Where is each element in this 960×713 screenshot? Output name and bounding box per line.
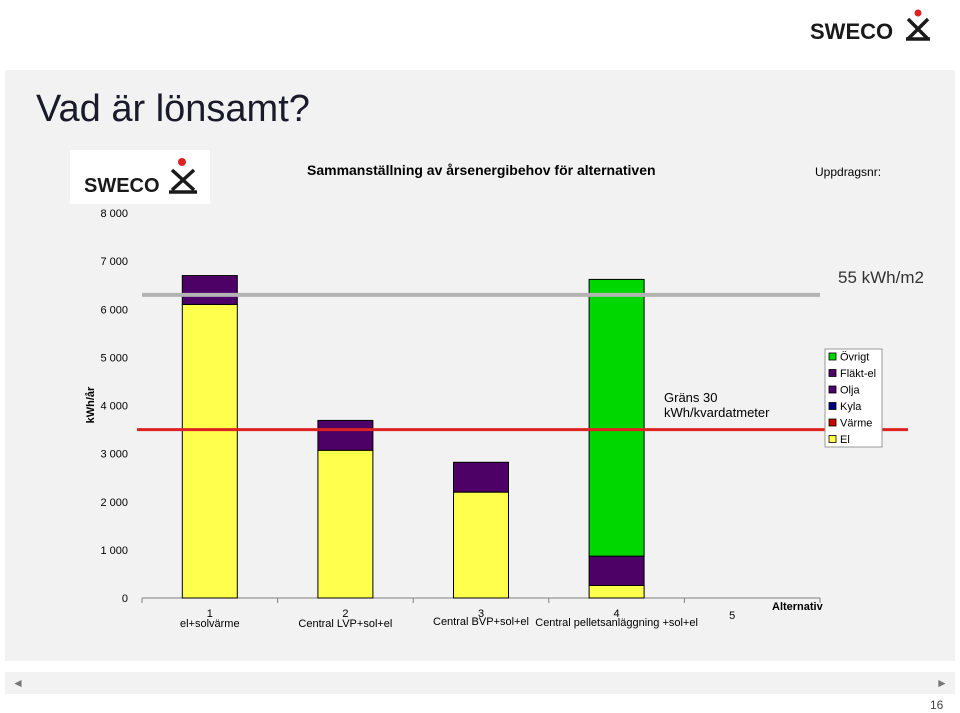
- x-category-label: Central LVP+sol+el: [298, 618, 392, 630]
- y-axis: 0 1 000 2 000 3 000 4 000 5 000 6 000 7 000 8 00…: [85, 208, 128, 605]
- legend-box: [824, 348, 883, 448]
- ref-number-label: Uppdragsnr:: [815, 165, 882, 179]
- legend-label: Olja: [840, 385, 860, 397]
- x-category-number: 3: [478, 608, 484, 620]
- y-tick-label: 2 000: [100, 497, 128, 509]
- y-tick-label: 5 000: [100, 352, 128, 364]
- y-tick-label: 8 000: [100, 208, 128, 220]
- bar-segment: [181, 275, 238, 305]
- bar-segment: [588, 278, 645, 557]
- previous-slide-button[interactable]: ◄: [12, 676, 24, 690]
- svg-text:SWECO: SWECO: [810, 19, 893, 44]
- x-category-label: el+solvärme: [180, 618, 240, 630]
- x-axis-label: Alternativ: [772, 601, 824, 613]
- red-reference-label-line1: Gräns 30: [664, 390, 717, 405]
- x-category-number: 2: [342, 608, 348, 620]
- bar-segment: [453, 461, 509, 493]
- x-category-number: 4: [614, 608, 620, 620]
- bar-segment: [453, 491, 509, 599]
- y-tick-label: 0: [122, 593, 128, 605]
- legend-label: Värme: [840, 418, 872, 430]
- bar-segment: [588, 555, 645, 586]
- x-category-label: Central pelletsanläggning +sol+el: [535, 617, 698, 629]
- next-slide-button[interactable]: ►: [936, 676, 948, 690]
- y-tick-label: 7 000: [100, 256, 128, 268]
- sweco-logo-top: SWECO: [810, 9, 930, 44]
- legend-swatch: [828, 385, 837, 394]
- x-category-number: 1: [207, 608, 213, 620]
- y-tick-label: 6 000: [100, 304, 128, 316]
- red-reference-label-line2: kWh/kvardatmeter: [664, 405, 770, 420]
- y-tick-label: 1 000: [100, 545, 128, 557]
- chart-logo-box: SWECO: [70, 150, 210, 204]
- legend-label: Kyla: [840, 401, 862, 413]
- slide-footer-bar: [5, 672, 955, 694]
- x-category-number: 5: [729, 610, 735, 622]
- legend-swatch: [828, 352, 837, 361]
- bar-series: [181, 275, 645, 599]
- legend-swatch: [828, 369, 837, 377]
- legend-label: El: [840, 434, 850, 446]
- legend-swatch: [828, 435, 837, 443]
- chart-legend: Övrigt Fläkt-el Olja Kyla Värme El: [824, 348, 883, 448]
- legend-label: Fläkt-el: [840, 368, 876, 380]
- legend-label: Övrigt: [840, 352, 869, 364]
- gray-reference-label: 55 kWh/m2: [838, 268, 924, 287]
- x-category-label: Central BVP+sol+el: [433, 616, 529, 628]
- bar-segment: [588, 584, 645, 599]
- chart-subtitle: Sammanställning av årsenergibehov för al…: [307, 162, 656, 178]
- y-tick-label: 4 000: [100, 401, 128, 413]
- y-axis-label: kWh/år: [85, 386, 97, 423]
- legend-swatch: [828, 418, 837, 427]
- sweco-logo-chart: SWECO: [84, 158, 197, 197]
- chart-logo-text: SWECO: [84, 175, 160, 197]
- slide-title: Vad är lönsamt?: [36, 88, 310, 130]
- page-number: 16: [930, 698, 944, 712]
- bar-segment: [317, 419, 374, 451]
- y-tick-label: 3 000: [100, 449, 128, 461]
- legend-swatch: [828, 402, 837, 410]
- bar-segment: [181, 303, 238, 599]
- bar-segment: [317, 449, 374, 599]
